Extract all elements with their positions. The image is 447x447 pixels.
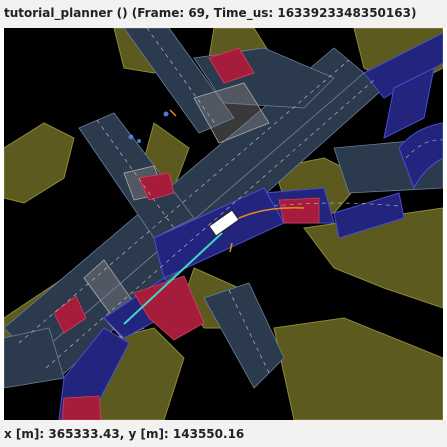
lane-divider — [96, 119, 175, 229]
stop-zones — [53, 47, 320, 420]
sidewalk-area — [4, 122, 75, 204]
route-lane — [398, 122, 443, 190]
route-lane — [383, 67, 435, 139]
map-canvas[interactable] — [4, 28, 443, 420]
lane-south-east — [203, 282, 285, 389]
ego-vehicle-body — [208, 209, 240, 237]
lane-divider — [45, 79, 375, 369]
lane-north — [123, 28, 235, 134]
sidewalk-area — [273, 317, 443, 420]
cursor-coordinates: x [m]: 365333.43, y [m]: 143550.16 — [4, 427, 245, 441]
lane-cross-upper — [78, 112, 195, 239]
agent-marker — [128, 134, 134, 140]
lane-dividers — [18, 28, 443, 374]
lane-divider — [146, 28, 217, 126]
route-lane — [363, 32, 443, 99]
agent-marker — [163, 111, 169, 117]
stop-zone — [278, 197, 320, 224]
agent-marker — [137, 139, 141, 143]
stop-zone — [61, 395, 102, 420]
map-viewport[interactable] — [4, 28, 443, 420]
status-bar: x [m]: 365333.43, y [m]: 143550.16 — [0, 420, 447, 447]
lane-divider — [18, 59, 350, 344]
title-bar: tutorial_planner () (Frame: 69, Time_us:… — [0, 0, 447, 28]
stop-zone — [53, 295, 87, 334]
agents — [128, 111, 169, 143]
trajectory-marker — [169, 109, 177, 117]
stop-zone — [208, 47, 255, 84]
stop-zone — [138, 172, 175, 201]
crosswalk — [193, 82, 270, 144]
trajectory-marker — [229, 242, 233, 253]
route-lane — [333, 192, 405, 239]
window-title: tutorial_planner () (Frame: 69, Time_us:… — [4, 6, 417, 20]
ego-vehicle[interactable] — [208, 209, 240, 237]
stop-zone — [133, 275, 205, 341]
planned-path — [123, 232, 223, 325]
